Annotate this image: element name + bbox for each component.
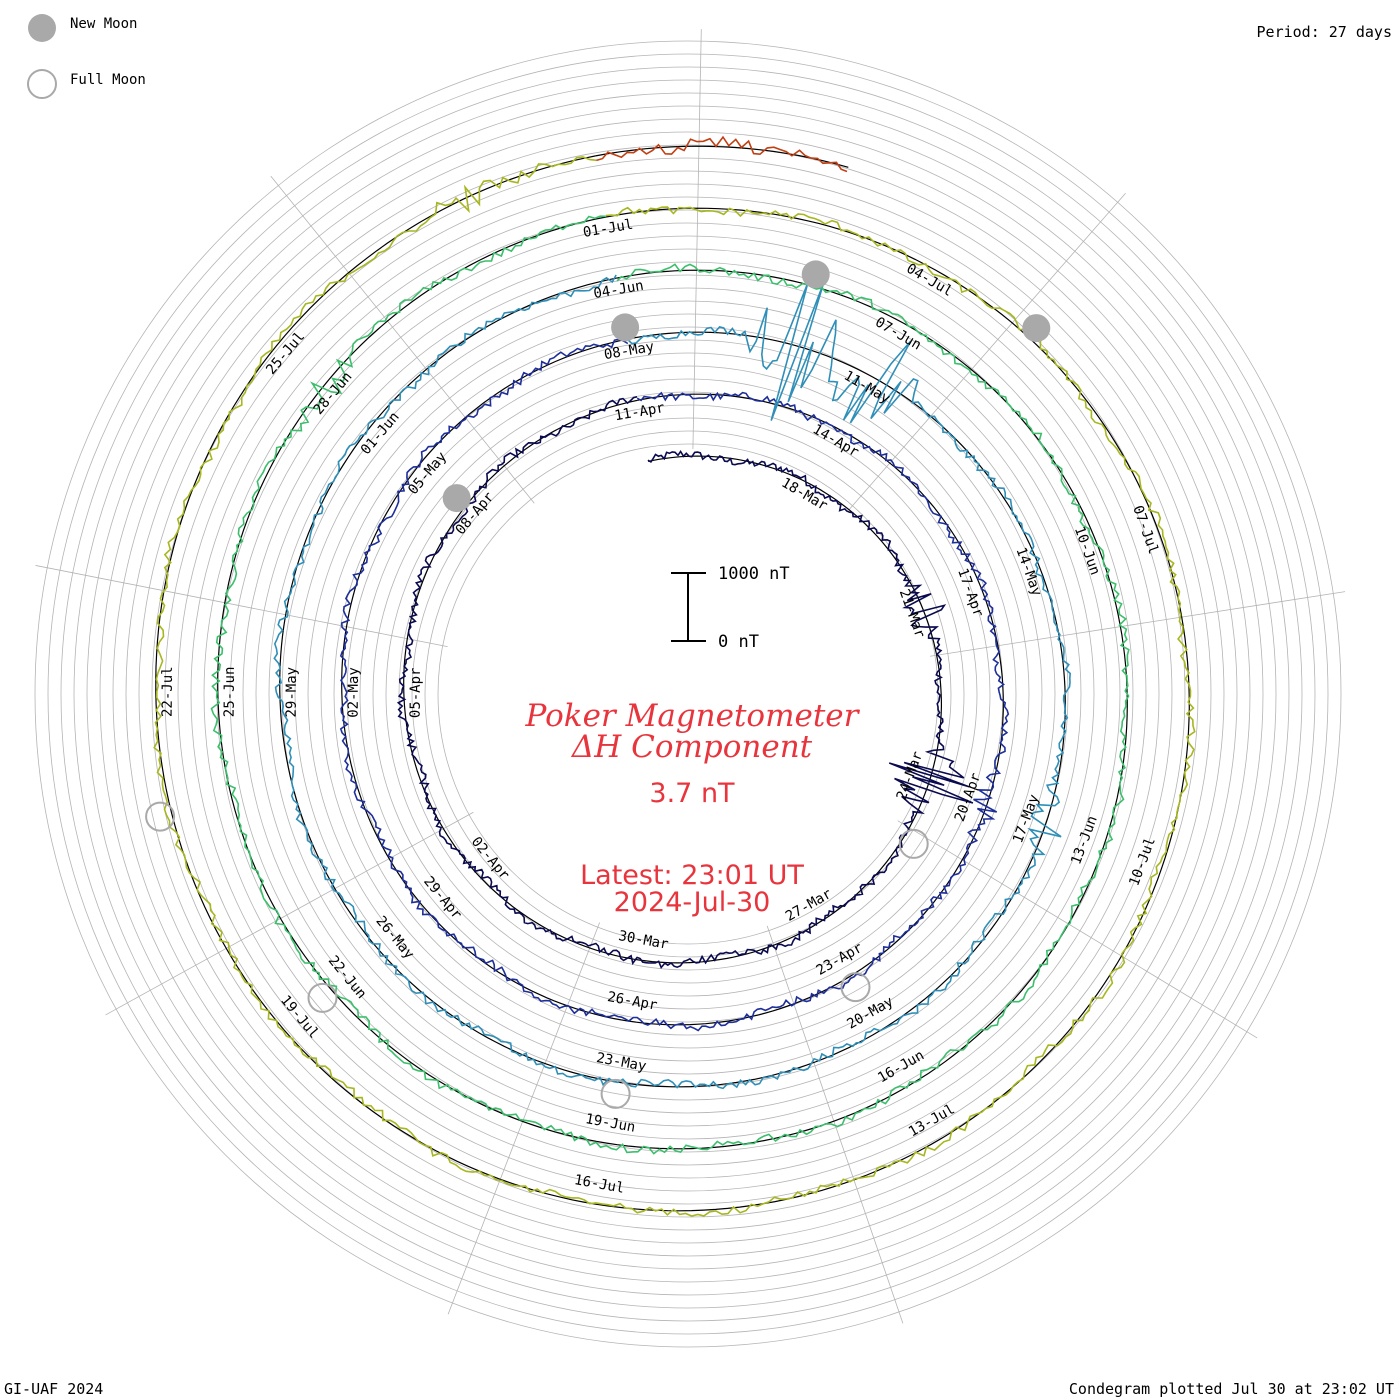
date-label: 22-Jul	[160, 666, 176, 717]
grid-ring	[73, 79, 1303, 1309]
grid-ring	[268, 274, 1108, 1114]
latest-date: 2024-Jul-30	[614, 887, 771, 918]
grid-ring	[112, 118, 1264, 1270]
date-label: 25-Jun	[222, 667, 238, 718]
date-label: 02-May	[346, 667, 362, 718]
baseline-spiral-1	[403, 399, 942, 964]
grid-spoke	[897, 820, 1258, 1039]
grid-ring	[177, 183, 1199, 1205]
new-moon-marker	[1022, 314, 1051, 343]
date-label: 20-Apr	[952, 771, 985, 824]
grid-spoke	[447, 922, 600, 1315]
date-label: 27-Mar	[783, 886, 835, 925]
full-moon-marker	[840, 972, 871, 1003]
full-moon-marker	[307, 982, 338, 1013]
date-label: 21-Mar	[896, 587, 928, 640]
full-moon-legend-label: Full Moon	[70, 72, 146, 88]
scale-bottom-label: 0 nT	[718, 632, 759, 652]
baseline-spirals	[155, 145, 1190, 1212]
data-trace-3	[273, 274, 1072, 1090]
new-moon-marker	[442, 484, 471, 513]
date-label: 05-Apr	[408, 667, 424, 718]
grid-ring	[411, 417, 965, 971]
grid-spoke	[766, 925, 904, 1324]
date-label: 10-Jun	[1071, 524, 1103, 577]
chart-title: Poker Magnetometer	[525, 698, 861, 734]
date-label: 16-Jul	[573, 1172, 626, 1197]
grid-spoke	[930, 591, 1346, 657]
baseline-spiral-6	[595, 145, 849, 168]
grid-ring	[307, 313, 1069, 1075]
grid-ring	[34, 40, 1342, 1348]
grid-ring	[190, 196, 1186, 1192]
grid-spoke	[848, 192, 1126, 510]
credit-label: GI-UAF 2024	[4, 1380, 103, 1398]
grid-ring	[47, 53, 1329, 1335]
current-value: 3.7 nT	[649, 778, 735, 809]
date-label: 02-Apr	[468, 834, 513, 883]
data-trace-5	[153, 156, 1196, 1217]
date-label: 26-May	[372, 913, 417, 962]
full-moon-marker	[145, 801, 176, 832]
new-moon-marker	[801, 260, 830, 289]
chart-subtitle: ΔH Component	[571, 729, 813, 765]
full-moon-legend-icon	[27, 69, 57, 99]
grid-ring	[60, 66, 1316, 1322]
full-moon-marker	[600, 1078, 631, 1109]
data-trace-2	[339, 338, 1010, 1032]
date-label: 07-Jul	[1129, 503, 1161, 556]
grid-ring	[398, 404, 978, 984]
grid-ring	[203, 209, 1173, 1179]
grid-ring	[164, 170, 1212, 1218]
grid-spoke	[270, 175, 535, 504]
grid-ring	[242, 248, 1134, 1140]
baseline-spiral-5	[155, 155, 1190, 1212]
latest-time: Latest: 23:01 UT	[580, 860, 804, 891]
date-label: 26-Apr	[606, 989, 659, 1014]
plotted-label: Condegram plotted Jul 30 at 23:02 UT	[1069, 1380, 1394, 1398]
grid-ring	[151, 157, 1225, 1231]
grid-ring	[138, 144, 1238, 1244]
scale-top-label: 1000 nT	[718, 564, 790, 584]
data-trace-1	[396, 396, 974, 970]
period-label: Period: 27 days	[1257, 23, 1392, 41]
grid-ring	[255, 261, 1121, 1127]
grid-ring	[99, 105, 1277, 1283]
date-label: 14-May	[1013, 545, 1045, 598]
new-moon-legend-label: New Moon	[70, 16, 137, 32]
grid-spoke	[692, 29, 702, 450]
date-label: 23-May	[595, 1050, 648, 1075]
grid-ring	[86, 92, 1290, 1296]
data-traces	[153, 135, 1196, 1217]
grid-spoke	[35, 565, 448, 648]
data-trace-6	[596, 135, 848, 173]
data-trace-4	[210, 215, 1130, 1155]
grid-ring	[281, 287, 1095, 1101]
grid-ring	[359, 365, 1017, 1023]
date-label: 29-May	[284, 667, 300, 718]
grid-ring	[333, 339, 1043, 1049]
date-label: 29-Apr	[420, 874, 465, 923]
new-moon-legend-icon	[28, 14, 56, 42]
date-label: 10-Jul	[1126, 835, 1159, 888]
grid-spoke	[105, 811, 474, 1016]
grid-ring	[424, 430, 952, 958]
full-moon-marker	[898, 828, 929, 859]
moon-markers	[145, 260, 1051, 1109]
date-label: 19-Jul	[277, 992, 322, 1041]
date-label: 22-Jun	[325, 953, 370, 1002]
grid-ring	[125, 131, 1251, 1257]
new-moon-marker	[611, 313, 640, 342]
grid-ring	[320, 326, 1056, 1062]
grid-ring	[385, 391, 991, 997]
baseline-spiral-3	[279, 277, 1066, 1088]
grid-ring	[229, 235, 1147, 1153]
